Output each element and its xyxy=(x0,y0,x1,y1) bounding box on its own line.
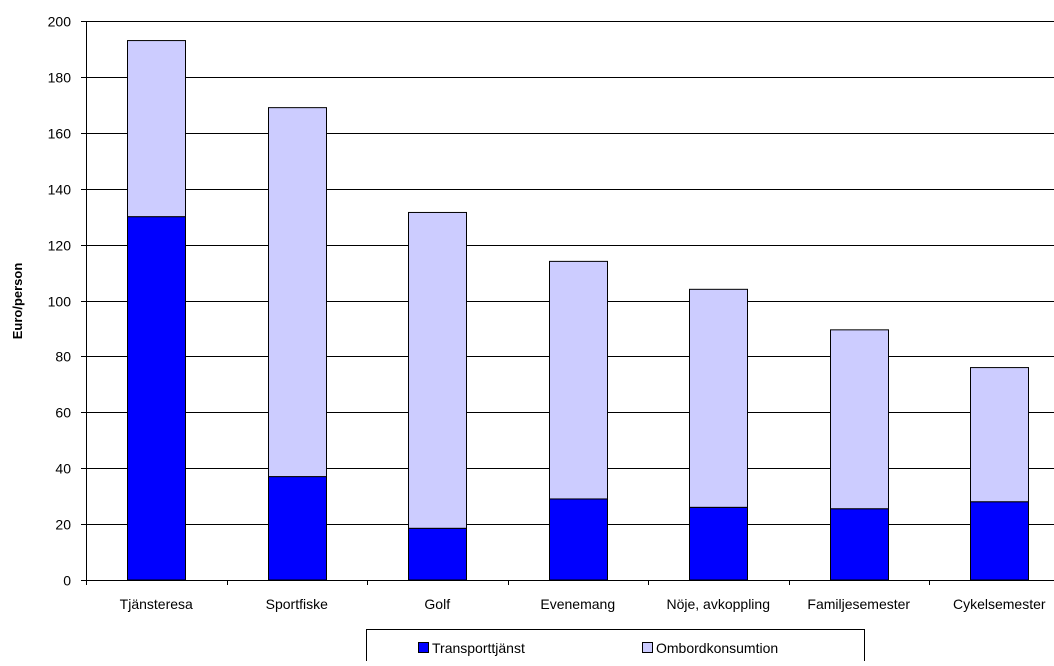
bar-ombordkonsumtion xyxy=(830,329,889,510)
bar-transporttjanst xyxy=(549,498,608,581)
bar-ombordkonsumtion xyxy=(689,288,748,508)
bar-ombordkonsumtion xyxy=(268,107,327,478)
legend-label: Transporttjänst xyxy=(432,640,525,656)
y-tick-labels: 0 20 40 60 80 100 120 140 160 180 200 xyxy=(48,14,72,589)
y-tick-label: 0 xyxy=(63,573,71,589)
axes xyxy=(81,21,1054,585)
legend-label: Ombordkonsumtion xyxy=(656,640,778,656)
y-tick-label: 60 xyxy=(55,405,71,421)
bar-ombordkonsumtion xyxy=(970,367,1029,503)
legend-box xyxy=(366,629,865,666)
y-tick-label: 160 xyxy=(48,126,72,142)
x-tick-label: Sportfiske xyxy=(266,596,328,612)
y-tick-label: 180 xyxy=(48,70,72,86)
bar-transporttjanst xyxy=(408,527,467,581)
y-tick-label: 140 xyxy=(48,182,72,198)
bar-transporttjanst xyxy=(970,501,1029,581)
y-tick-label: 100 xyxy=(48,294,72,310)
bar-transporttjanst xyxy=(268,476,327,581)
x-tick-label: Cykelsemester xyxy=(953,596,1046,612)
x-tick-label: Golf xyxy=(424,596,450,612)
x-tick-label: Nöje, avkoppling xyxy=(666,596,770,612)
bar-transporttjanst xyxy=(127,216,186,581)
legend: Transporttjänst Ombordkonsumtion xyxy=(366,629,865,666)
y-tick-label: 20 xyxy=(55,517,71,533)
y-axis-label: Euro/person xyxy=(10,263,25,340)
legend-swatch xyxy=(418,642,429,653)
y-tick-label: 120 xyxy=(48,238,72,254)
bars xyxy=(127,40,1029,581)
bar-transporttjanst xyxy=(830,508,889,581)
x-tick-label: Evenemang xyxy=(540,596,615,612)
x-tick-labels: Tjänsteresa Sportfiske Golf Evenemang Nöje, … xyxy=(120,596,1046,612)
x-tick-label: Tjänsteresa xyxy=(120,596,193,612)
x-tick-label: Familjesemester xyxy=(807,596,910,612)
bar-ombordkonsumtion xyxy=(549,260,608,500)
bar-ombordkonsumtion xyxy=(408,211,467,529)
y-tick-label: 40 xyxy=(55,461,71,477)
legend-swatch xyxy=(642,642,653,653)
bar-transporttjanst xyxy=(689,506,748,581)
bar-ombordkonsumtion xyxy=(127,40,186,218)
y-tick-label: 80 xyxy=(55,349,71,365)
y-tick-label: 200 xyxy=(48,14,72,30)
